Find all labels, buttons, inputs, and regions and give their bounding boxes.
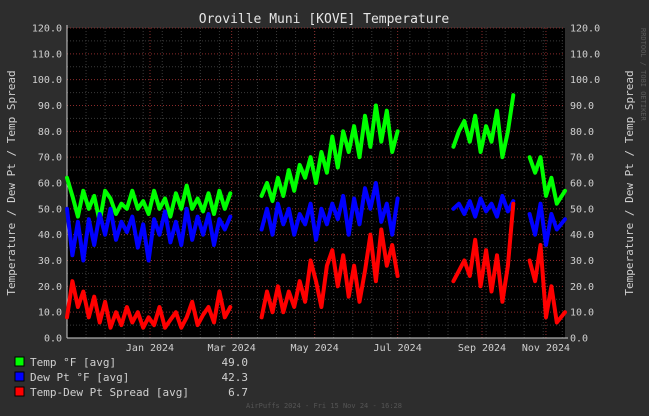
y-tick-label-right: 110.0 xyxy=(570,49,600,60)
y-tick-label-left: 100.0 xyxy=(32,75,62,86)
y-tick-label-left: 120.0 xyxy=(32,24,62,35)
x-tick-label: Mar 2024 xyxy=(208,343,256,354)
y-tick-label-left: 30.0 xyxy=(38,256,62,267)
legend-label-spread: Temp-Dew Pt Spread [avg] xyxy=(30,386,189,399)
series-line-dewpt xyxy=(65,181,567,263)
x-tick-label: Nov 2024 xyxy=(522,343,570,354)
legend-swatch-dewpt xyxy=(14,371,25,382)
legend-item-spread: Temp-Dew Pt Spread [avg] 6.7 xyxy=(14,386,248,399)
y-tick-label-right: 70.0 xyxy=(570,153,594,164)
legend-item-temp: Temp °F [avg] 49.0 xyxy=(14,356,249,369)
legend-value-dewpt: 42.3 xyxy=(222,371,249,384)
y-tick-label-right: 100.0 xyxy=(570,75,600,86)
y-tick-label-left: 10.0 xyxy=(38,308,62,319)
y-tick-label-left: 90.0 xyxy=(38,101,62,112)
y-tick-label-right: 0.0 xyxy=(570,334,588,345)
y-tick-label-right: 40.0 xyxy=(570,230,594,241)
series-line-spread xyxy=(65,201,567,330)
y-tick-label-left: 50.0 xyxy=(38,204,62,215)
y-tick-label-right: 20.0 xyxy=(570,282,594,293)
legend-label-temp: Temp °F [avg] xyxy=(30,356,116,369)
x-tick-label: Jul 2024 xyxy=(374,343,422,354)
series-layer xyxy=(65,93,567,330)
chart-title: Oroville Muni [KOVE] Temperature xyxy=(199,12,450,27)
y-tick-label-right: 120.0 xyxy=(570,24,600,35)
y-tick-label-left: 60.0 xyxy=(38,179,62,190)
series-line-temp xyxy=(65,93,567,224)
y-tick-label-right: 90.0 xyxy=(570,101,594,112)
y-tick-label-right: 30.0 xyxy=(570,256,594,267)
x-tick-label: Jan 2024 xyxy=(126,343,174,354)
legend-swatch-spread xyxy=(14,386,25,397)
x-tick-label: Sep 2024 xyxy=(458,343,506,354)
x-tick-label: May 2024 xyxy=(291,343,339,354)
footer-text: AirPuffs 2024 - Fri 15 Nov 24 - 16:28 xyxy=(246,402,402,410)
tick-labels: 0.0 0.0 10.0 10.0 20.0 20.0 30.0 30.0 40.0 40.0 50… xyxy=(32,24,600,355)
y-tick-label-left: 0.0 xyxy=(44,334,62,345)
legend-value-spread: 6.7 xyxy=(228,386,248,399)
y-tick-label-left: 40.0 xyxy=(38,230,62,241)
y-axis-label-right: Temperature / Dew Pt / Temp Spread xyxy=(623,70,636,295)
y-tick-label-left: 70.0 xyxy=(38,153,62,164)
legend-label-dewpt: Dew Pt °F [avg] xyxy=(30,371,129,384)
watermark-text: RRDTOOL / TOBI OETIKER xyxy=(639,28,647,122)
legend-value-temp: 49.0 xyxy=(222,356,249,369)
legend-item-dewpt: Dew Pt °F [avg] 42.3 xyxy=(14,371,249,384)
y-axis-label-left: Temperature / Dew Pt / Temp Spread xyxy=(5,70,18,295)
y-tick-label-left: 110.0 xyxy=(32,49,62,60)
y-tick-label-right: 50.0 xyxy=(570,204,594,215)
legend: Temp °F [avg] 49.0 Dew Pt °F [avg] 42.3 … xyxy=(14,356,249,399)
y-tick-label-left: 80.0 xyxy=(38,127,62,138)
y-tick-label-right: 60.0 xyxy=(570,179,594,190)
y-tick-label-right: 10.0 xyxy=(570,308,594,319)
legend-swatch-temp xyxy=(14,356,25,367)
y-tick-label-left: 20.0 xyxy=(38,282,62,293)
y-tick-label-right: 80.0 xyxy=(570,127,594,138)
